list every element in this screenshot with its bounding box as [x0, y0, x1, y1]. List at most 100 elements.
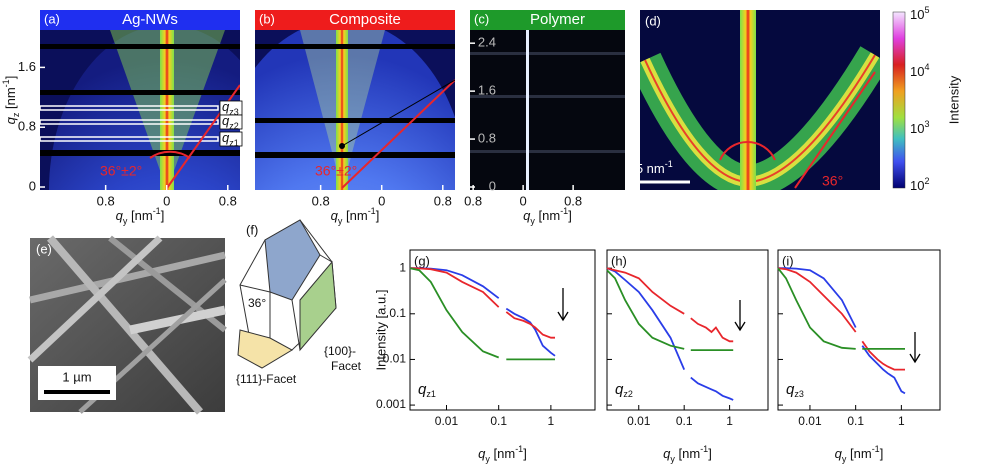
scale-label: 0.5 nm-1: [625, 159, 673, 176]
colorbar-tick-label: 104: [910, 62, 929, 79]
x-axis-label-part: y: [842, 454, 847, 464]
x-tick-label: 0.8: [464, 193, 482, 208]
y-tick-label: 2.4: [478, 35, 496, 50]
x-tick-label: 0.8: [434, 193, 452, 208]
x-axis-label-part: -1: [560, 206, 568, 216]
panel-label: (b): [259, 11, 275, 26]
x-axis-label: qy [nm-1]: [116, 206, 165, 226]
x-tick-label: 0.01: [798, 414, 822, 428]
x-axis-label-part: q: [116, 208, 124, 223]
colorbar-tick-label-part: 10: [910, 178, 924, 193]
x-tick-label: 0.1: [676, 414, 693, 428]
x-axis-label-part: ]: [376, 208, 380, 223]
title-bar: [470, 10, 625, 30]
colorbar-tick-label-part: 2: [924, 176, 929, 186]
angle-annotation: 36°±2°: [100, 163, 142, 179]
x-tick-label: 0.8: [219, 193, 237, 208]
colorbar: [892, 11, 906, 189]
y-axis-label-part: z: [11, 112, 21, 117]
x-axis-label-part: y: [123, 216, 128, 226]
x-tick-label: 0: [163, 193, 170, 208]
scale-label-part: -1: [665, 159, 673, 169]
colorbar-tick-label-part: 10: [910, 64, 924, 79]
facet-label: {100}-: [324, 344, 356, 358]
x-axis-label-part: ]: [161, 208, 165, 223]
panel-label: (f): [246, 222, 258, 237]
arrow-head: [557, 311, 569, 322]
data-line: [409, 267, 555, 361]
angle-annotation: 36°: [822, 173, 843, 189]
x-axis-label-part: -1: [515, 444, 523, 454]
title-bar: [255, 10, 455, 30]
angle-label: 36°: [248, 296, 266, 310]
data-line: [410, 267, 556, 357]
plot-frame: [606, 249, 769, 411]
chart-annotation-part: q: [418, 381, 427, 398]
chart-annotation-part: q: [615, 381, 624, 398]
chart-annotation-part: z3: [794, 389, 804, 399]
y-tick-label: 1.6: [478, 83, 496, 98]
heatmap-a: [40, 30, 240, 190]
panel-title: Ag-NWs: [122, 11, 178, 28]
panel-title: Polymer: [530, 11, 585, 28]
x-axis-label-part: q: [523, 208, 531, 223]
x-tick-label: 1: [548, 414, 555, 428]
y-tick-label: 0.8: [478, 131, 496, 146]
x-tick-label: 0.01: [627, 414, 651, 428]
marker-label-part: q: [222, 113, 230, 128]
x-tick-label: 1: [898, 414, 905, 428]
x-axis-label: qy [nm-1]: [663, 444, 712, 464]
panel-label: (e): [36, 241, 52, 256]
x-axis-label-part: [nm: [846, 446, 871, 461]
facet-label: {111}-Facet: [236, 372, 297, 386]
facet-label: Facet: [331, 359, 362, 373]
x-axis-label-part: ]: [880, 446, 884, 461]
x-axis-label: qy [nm-1]: [331, 206, 380, 226]
x-tick-label: 0: [378, 193, 385, 208]
data-line: [409, 267, 555, 339]
marker-box: [219, 131, 243, 147]
x-axis-label-part: -1: [153, 206, 161, 216]
marker-box: [219, 114, 243, 130]
arrow-head: [909, 353, 921, 364]
panel-label: (h): [611, 253, 627, 268]
data-line: [606, 267, 734, 343]
x-axis-label: qy [nm-1]: [523, 206, 572, 226]
y-tick-label: 0.01: [383, 352, 407, 366]
x-tick-label: 0.1: [847, 414, 864, 428]
marker-label-part: z1: [229, 138, 239, 148]
marker-label-part: z3: [229, 107, 239, 117]
x-axis-label-part: [nm: [127, 208, 152, 223]
angle-annotation: 36°±2°: [315, 163, 357, 179]
colorbar-tick-label-part: 10: [910, 7, 924, 22]
data-line: [606, 269, 734, 351]
colorbar-tick-label-part: 5: [924, 5, 929, 15]
panel-title: Composite: [329, 11, 401, 28]
marker-label: qz1: [222, 130, 239, 148]
plot-frame: [777, 249, 941, 411]
x-tick-label: 0.8: [312, 193, 330, 208]
chart-annotation: qz1: [418, 381, 436, 399]
chart-annotation: qz2: [615, 381, 633, 399]
scale-label-part: 0.5 nm: [625, 161, 665, 176]
title-bar: [40, 10, 240, 30]
heatmap-d: [640, 10, 880, 190]
chart-annotation-part: q: [786, 381, 795, 398]
crystal-sketch: [237, 219, 337, 369]
x-axis-label-part: q: [835, 446, 843, 461]
marker-label: qz3: [222, 99, 239, 117]
panel-label: (c): [474, 11, 489, 26]
y-tick-label: 1: [399, 260, 406, 274]
x-axis-label-part: q: [478, 446, 486, 461]
x-tick-label: 1: [726, 414, 733, 428]
y-tick-label: 0.8: [18, 119, 36, 134]
y-axis-label-part: -1: [1, 79, 11, 87]
x-tick-label: 0.8: [564, 193, 582, 208]
arrow-head: [734, 321, 746, 332]
y-axis-label-part: q: [3, 116, 18, 124]
x-axis-label: qy [nm-1]: [835, 444, 884, 464]
y-axis-label: qz [nm-1]: [1, 76, 21, 125]
y-axis-label: Intensity [a.u.]: [373, 290, 388, 371]
